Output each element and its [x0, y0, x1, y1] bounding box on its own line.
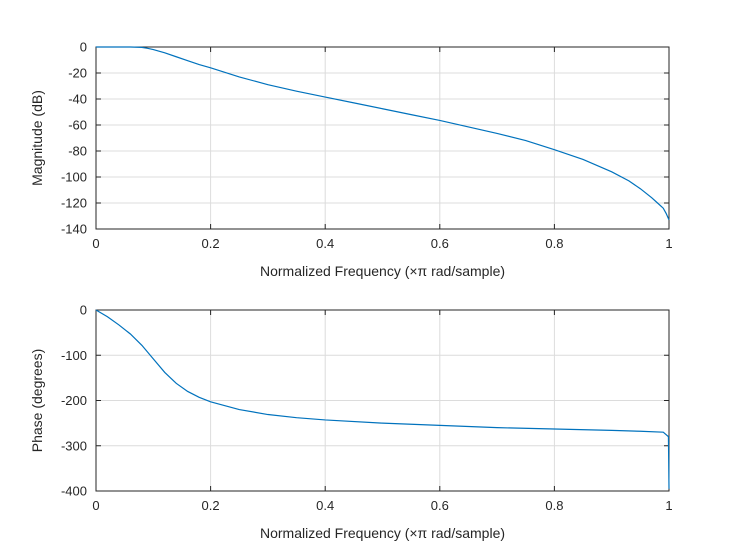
- mag-x-tick-label: 0.8: [545, 236, 563, 251]
- phase-x-tick-label: 0.4: [316, 498, 334, 513]
- mag-x-tick-label: 1: [665, 236, 672, 251]
- phase-curves: [95, 309, 670, 489]
- mag-y-tick-label: -140: [61, 222, 87, 237]
- phase-x-axis-label: Normalized Frequency (×π rad/sample): [260, 525, 505, 541]
- phase-response-line: [95, 309, 670, 489]
- mag-response-line: [96, 46, 670, 221]
- phase-y-tick-label: -300: [61, 438, 87, 453]
- mag-y-tick-label: -20: [68, 66, 87, 81]
- phase-y-tick-label: 0: [80, 303, 87, 318]
- mag-y-tick-label: -60: [68, 118, 87, 133]
- phase-ticks: 0 0.2 0.4 0.6 0.8 1 0 -100 -200 -300 -400: [61, 303, 673, 514]
- mag-x-tick-label: 0: [92, 236, 99, 251]
- magnitude-ticks: 0 0.2 0.4 0.6 0.8 1 0 -20 -40 -60 -80 -100 -120 -140: [61, 40, 673, 252]
- phase-x-tick-label: 1: [665, 498, 672, 513]
- mag-x-tick-label: 0.2: [202, 236, 220, 251]
- magnitude-x-axis-label: Normalized Frequency (×π rad/sample): [260, 263, 505, 279]
- mag-y-tick-label: -40: [68, 92, 87, 107]
- mag-y-tick-label: 0: [80, 40, 87, 55]
- mag-x-tick-label: 0.4: [316, 236, 334, 251]
- phase-x-tick-label: 0: [92, 498, 99, 513]
- mag-y-tick-label: -120: [61, 196, 87, 211]
- mag-x-tick-label: 0.6: [431, 236, 449, 251]
- magnitude-axes-box: [95, 46, 670, 230]
- phase-grid: [96, 310, 669, 491]
- magnitude-grid: [96, 47, 669, 229]
- phase-y-tick-label: -100: [61, 348, 87, 363]
- magnitude-plot: 0 0.2 0.4 0.6 0.8 10-20-40-60-80-100-120-140 …: [29, 40, 673, 280]
- phase-x-tick-label: 0.2: [202, 498, 220, 513]
- phase-y-axis-label: Phase (degrees): [29, 349, 45, 453]
- mag-y-tick-label: -100: [61, 170, 87, 185]
- magnitude-curves: [96, 46, 670, 221]
- phase-x-tick-label: 0.8: [545, 498, 563, 513]
- phase-y-tick-label: -200: [61, 393, 87, 408]
- mag-y-tick-label: -80: [68, 144, 87, 159]
- phase-y-tick-label: -400: [61, 484, 87, 499]
- phase-plot: 0 0.2 0.4 0.6 0.8 1 0 -100 -200 -300 -400 Normaliz…: [29, 303, 673, 542]
- phase-x-tick-label: 0.6: [431, 498, 449, 513]
- magnitude-y-axis-label: Magnitude (dB): [29, 90, 45, 186]
